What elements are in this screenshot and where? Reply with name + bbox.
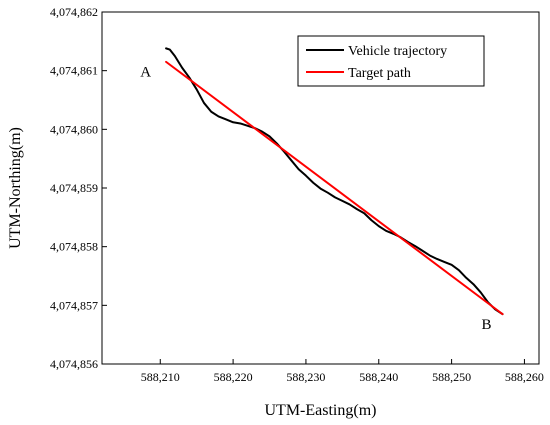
y-axis-label: UTM-Northing(m) [7,127,24,249]
legend-box [297,35,485,87]
x-tick-label: 588,220 [214,370,253,384]
legend: Vehicle trajectory Target path [297,35,485,87]
series-line-vehicle-trajectory [165,47,504,316]
series-layer [165,47,504,316]
y-tick-label: 4,074,860 [50,122,98,136]
point-label-a: A [140,65,151,81]
legend-label-target-path: Target path [348,66,411,81]
y-tick-label: 4,074,858 [50,240,98,254]
x-axis-ticks: 588,210 588,220 588,230 588,240 588,250 588,2… [141,359,544,384]
x-tick-label: 588,240 [359,370,398,384]
point-annotations: AB [140,65,491,333]
x-tick-label: 588,230 [286,370,325,384]
x-tick-label: 588,260 [505,370,544,384]
y-tick-label: 4,074,856 [50,357,98,371]
x-tick-label: 588,250 [432,370,471,384]
series-line-target-path [165,60,504,316]
y-tick-label: 4,074,857 [50,298,98,312]
point-label-b: B [482,317,492,333]
x-axis-label: UTM-Easting(m) [265,402,377,419]
y-axis-ticks: 4,074,856 4,074,857 4,074,858 4,074,859 4,07… [50,5,107,371]
legend-label-vehicle-trajectory: Vehicle trajectory [348,44,447,59]
y-tick-label: 4,074,861 [50,64,98,78]
y-tick-label: 4,074,862 [50,5,98,19]
x-tick-label: 588,210 [141,370,180,384]
y-tick-label: 4,074,859 [50,181,98,195]
